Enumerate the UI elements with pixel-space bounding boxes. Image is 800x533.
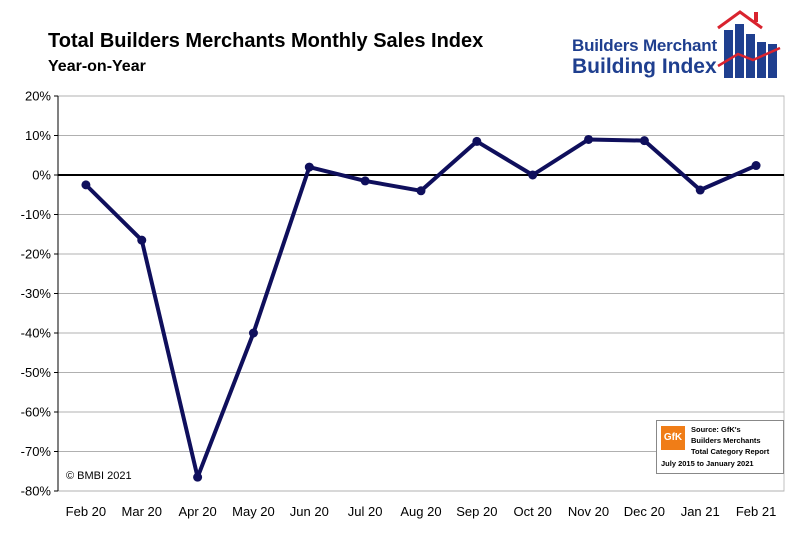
chart-title: Total Builders Merchants Monthly Sales I… xyxy=(48,30,484,52)
source-line4: July 2015 to January 2021 xyxy=(661,459,754,468)
data-point xyxy=(304,162,314,172)
gfk-logo-icon: GfK xyxy=(661,426,685,450)
x-tick-label: Oct 20 xyxy=(514,504,552,519)
data-point xyxy=(137,235,147,245)
logo-graphic-icon xyxy=(717,10,781,78)
x-tick-label: Dec 20 xyxy=(624,504,665,519)
y-tick-label: 10% xyxy=(25,128,51,143)
y-tick-label: -80% xyxy=(21,484,52,499)
x-tick-label: Sep 20 xyxy=(456,504,497,519)
y-tick-label: -60% xyxy=(21,405,52,420)
data-point xyxy=(528,170,538,180)
x-tick-label: May 20 xyxy=(232,504,275,519)
y-axis-tick-labels: 20% 10% 0% -10% -20% -30% -40% -50% -60% -70% -80% xyxy=(21,89,52,499)
x-tick-label: Jan 21 xyxy=(681,504,720,519)
data-point xyxy=(193,472,203,482)
y-tick-label: 0% xyxy=(32,168,51,183)
copyright-note: © BMBI 2021 xyxy=(66,470,132,482)
x-tick-label: Feb 21 xyxy=(736,504,776,519)
data-point xyxy=(639,136,649,146)
x-tick-label: Nov 20 xyxy=(568,504,609,519)
source-line1: Source: GfK's xyxy=(691,425,741,434)
data-point xyxy=(751,161,761,171)
x-tick-label: Jun 20 xyxy=(290,504,329,519)
data-point xyxy=(695,185,705,195)
logo-text-line1: Builders Merchant xyxy=(572,36,717,55)
y-tick-label: 20% xyxy=(25,89,51,104)
y-tick-label: -20% xyxy=(21,247,52,262)
gridlines xyxy=(57,95,785,492)
data-point xyxy=(360,176,370,186)
series-layer xyxy=(81,134,761,482)
data-point xyxy=(81,180,91,190)
chart-subtitle: Year-on-Year xyxy=(48,58,146,75)
x-tick-label: Aug 20 xyxy=(400,504,441,519)
y-tick-label: -50% xyxy=(21,365,52,380)
data-point xyxy=(472,136,482,146)
y-tick-label: -30% xyxy=(21,286,52,301)
y-tick-label: -70% xyxy=(21,444,52,459)
data-point xyxy=(416,186,426,196)
source-box: GfK Source: GfK's Builders Merchants Tot… xyxy=(656,420,784,474)
bmbi-logo: Builders Merchant Building Index xyxy=(568,10,788,82)
axes xyxy=(54,95,784,492)
x-tick-label: Feb 20 xyxy=(66,504,106,519)
x-tick-label: Mar 20 xyxy=(122,504,162,519)
source-line2: Builders Merchants xyxy=(691,436,761,445)
data-point xyxy=(584,134,594,144)
data-point xyxy=(248,328,258,338)
y-tick-label: -10% xyxy=(21,207,52,222)
x-tick-label: Apr 20 xyxy=(178,504,216,519)
x-tick-label: Jul 20 xyxy=(348,504,383,519)
source-line3: Total Category Report xyxy=(691,447,770,456)
y-tick-label: -40% xyxy=(21,326,52,341)
logo-text-line2: Building Index xyxy=(572,55,717,78)
x-axis-tick-labels: Feb 20 Mar 20 Apr 20 May 20 Jun 20 Jul 20 Aug … xyxy=(66,504,777,519)
